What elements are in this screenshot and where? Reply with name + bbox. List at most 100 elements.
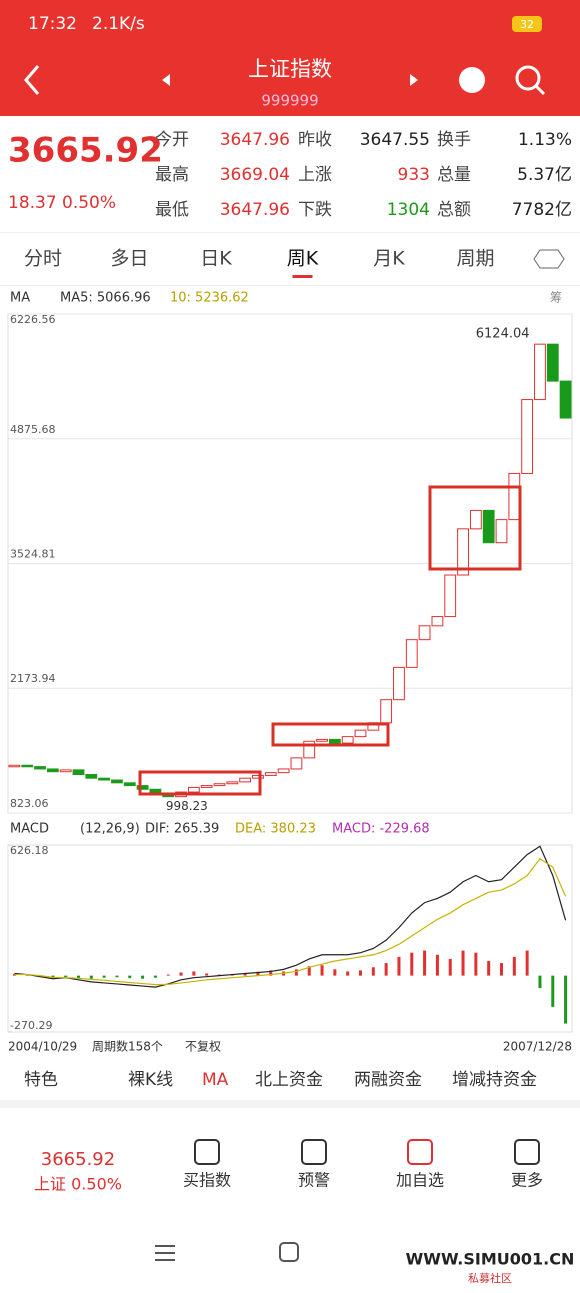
candle [213, 783, 226, 787]
tab[interactable]: 多日 [110, 248, 148, 270]
nav-icon [301, 1139, 327, 1165]
axis-note: 2004/10/29 [8, 1040, 77, 1054]
time: 17:32 [28, 14, 77, 34]
macd-bar [243, 973, 247, 976]
macd-bar [423, 950, 427, 976]
macd-bar [500, 963, 503, 976]
watermark-site: WWW.SIMU001.CN [406, 1250, 575, 1269]
menu-item[interactable]: 增减持资金 [452, 1070, 537, 1090]
robot[interactable] [459, 67, 485, 93]
quote-cell: 7782亿 [512, 200, 572, 220]
axis-note: 2007/12/28 [503, 1040, 572, 1054]
highlight-box [271, 722, 390, 747]
candle [380, 699, 393, 724]
menu-item[interactable]: 裸K线 [128, 1070, 173, 1090]
candle [534, 343, 546, 401]
tab[interactable]: 周期 [456, 248, 494, 270]
macd-bar [525, 950, 529, 976]
candle [418, 625, 431, 641]
nav-icon [514, 1139, 540, 1165]
watermark-name: 私募社区 [468, 1271, 512, 1285]
macd-bar [294, 969, 298, 976]
macd-line [14, 857, 567, 986]
macd-bar [384, 963, 388, 976]
code: 999999 [261, 92, 318, 110]
title: 上证指数 [248, 57, 332, 81]
quote-cell: 昨收 [298, 130, 332, 150]
macd-bar [192, 971, 196, 976]
macd-bar [461, 950, 465, 976]
candle [226, 781, 239, 785]
macd-params: (12,26,9) [80, 822, 140, 837]
candle [328, 738, 341, 744]
back[interactable] [24, 65, 40, 95]
quote-cell: 今开 [155, 130, 189, 150]
candle [21, 764, 34, 768]
nav-item[interactable]: 更多 [511, 1171, 543, 1190]
quote-cell: 3647.96 [220, 200, 290, 220]
macd-bar [564, 975, 568, 1024]
menu-item[interactable]: 两融资金 [354, 1070, 422, 1090]
candle [316, 738, 328, 742]
macd-bar [77, 975, 80, 979]
candle [277, 768, 290, 774]
macd-bar [397, 956, 401, 976]
menu-item[interactable]: MA [202, 1070, 229, 1090]
candle [136, 785, 149, 790]
macd-bar [410, 952, 414, 976]
macd-bar [487, 961, 491, 976]
nav-icon [194, 1139, 220, 1165]
macd-bar [474, 952, 478, 976]
axis-note: 不复权 [185, 1040, 221, 1054]
candle [431, 616, 444, 627]
macd-bar [153, 975, 157, 978]
candle [303, 740, 316, 759]
candle [264, 772, 277, 776]
candle [457, 528, 469, 576]
candle [187, 786, 200, 793]
menu-item[interactable]: 北上资金 [255, 1070, 323, 1090]
tab[interactable]: 月K [373, 248, 405, 270]
candle [200, 785, 213, 788]
quote-cell: 总额 [437, 200, 471, 220]
candle [46, 768, 59, 773]
candle [59, 769, 72, 773]
y-tick-label: 6226.56 [10, 313, 56, 326]
quote-cell: 3647.96 [220, 130, 290, 150]
candle [546, 343, 559, 382]
candle [521, 399, 534, 474]
macd-macd: MACD: -229.68 [332, 822, 430, 837]
candle [34, 766, 46, 770]
candle [72, 769, 85, 775]
tab[interactable]: 周K [287, 248, 319, 270]
quote-cell: 最低 [155, 200, 189, 220]
macd-bar [435, 954, 439, 976]
macd-bar [512, 956, 516, 976]
candle [559, 380, 572, 419]
candle [405, 639, 418, 668]
nav-item[interactable]: 加自选 [396, 1171, 444, 1190]
tab[interactable]: 日K [200, 248, 232, 270]
quote-cell: 上涨 [298, 165, 332, 185]
nav-item[interactable]: 买指数 [183, 1171, 231, 1190]
price: 3665.92 [8, 131, 163, 171]
candle [239, 777, 252, 783]
candle [149, 788, 162, 794]
macd-bar [141, 975, 145, 979]
y-tick-label: 4875.68 [10, 423, 56, 436]
tab[interactable]: 分时 [24, 248, 62, 270]
nav-item[interactable]: 预警 [298, 1171, 330, 1190]
candle [482, 509, 495, 544]
quote-cell: 933 [398, 165, 430, 185]
quote-cell: 最高 [155, 165, 189, 185]
frame [7, 844, 573, 1033]
candle [8, 764, 21, 768]
candle [508, 472, 521, 521]
macd-bar [102, 975, 106, 978]
nav-icon [407, 1139, 433, 1165]
menu-item[interactable]: 特色 [24, 1070, 58, 1090]
search[interactable] [515, 65, 541, 91]
macd-bar [551, 975, 555, 1007]
